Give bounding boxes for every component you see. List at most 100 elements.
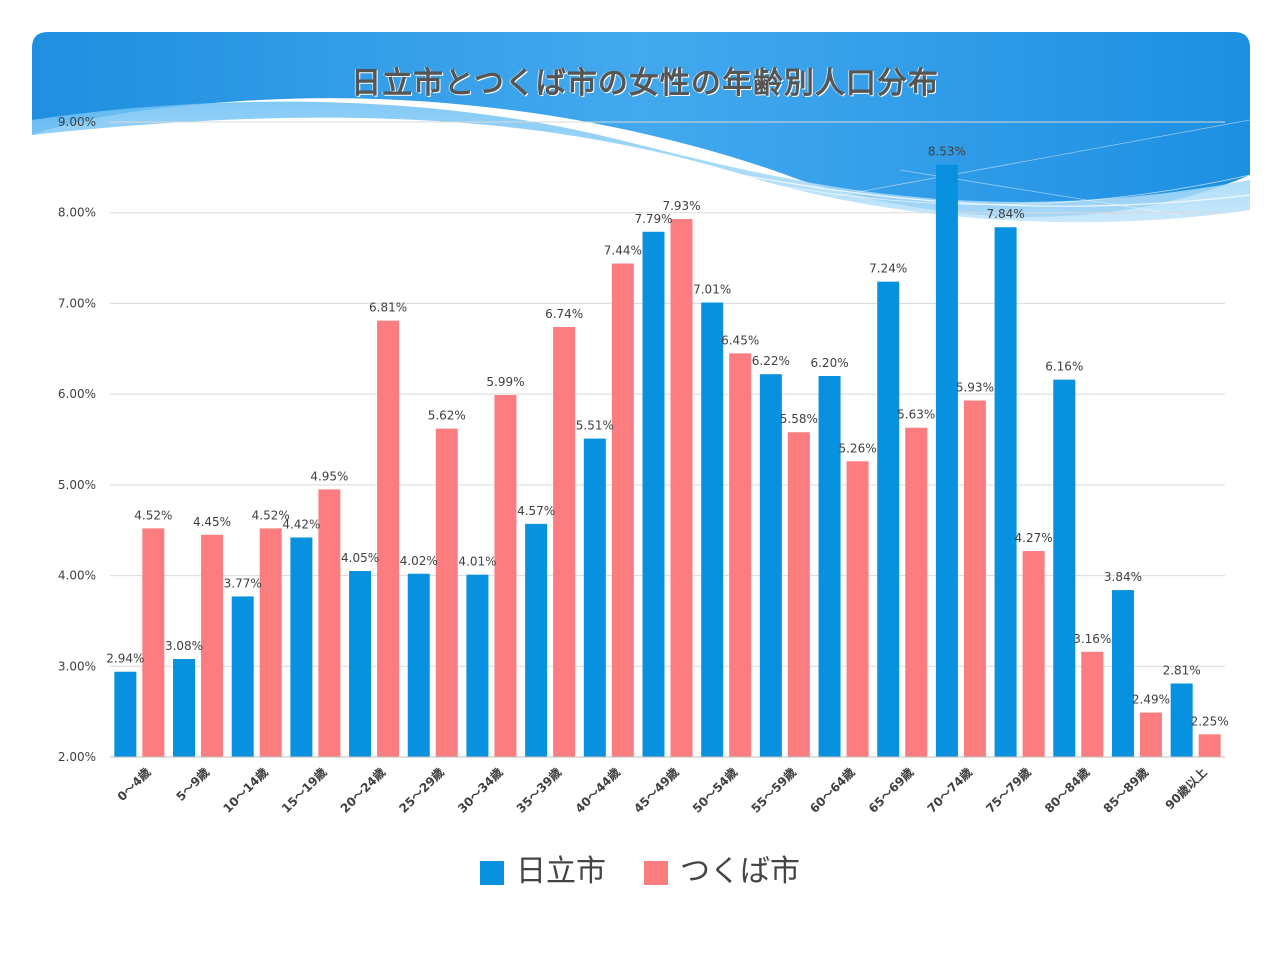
data-label-tsukuba: 4.52% — [252, 508, 290, 522]
bar-tsukuba — [1022, 551, 1045, 757]
x-tick-label: 70～74歳 — [924, 765, 975, 816]
x-tick-label: 40～44歳 — [572, 765, 623, 816]
bar-hitachi — [231, 596, 254, 757]
x-tick-label: 0～4歳 — [114, 765, 153, 804]
data-label-hitachi: 3.08% — [165, 639, 203, 653]
bar-hitachi — [407, 573, 430, 757]
chart-title: 日立市とつくば市の女性の年齢別人口分布 — [351, 66, 939, 101]
data-label-hitachi: 4.01% — [458, 555, 496, 569]
x-tick-label: 90歳以上 — [1162, 765, 1210, 813]
legend-item-hitachi: 日立市 — [480, 846, 606, 890]
bar-tsukuba — [201, 534, 224, 757]
legend: 日立市 つくば市 — [0, 846, 1280, 890]
bars — [114, 164, 1221, 758]
bar-hitachi — [877, 281, 900, 757]
x-tick-label: 50～54歳 — [689, 765, 740, 816]
data-label-hitachi: 7.24% — [869, 262, 907, 276]
grid-lines — [110, 121, 1225, 758]
x-tick-label: 25～29歳 — [396, 765, 447, 816]
data-label-hitachi: 5.51% — [576, 419, 614, 433]
y-tick-label: 2.00% — [58, 750, 96, 764]
x-tick-label: 65～69歳 — [865, 765, 916, 816]
bar-tsukuba — [259, 528, 282, 757]
bar-tsukuba — [963, 400, 986, 757]
x-axis: 0～4歳 5～9歳 10～14歳 15～19歳 20～24歳 25～29歳 30～34歳 35… — [110, 756, 1225, 816]
bar-tsukuba — [1081, 651, 1104, 757]
legend-label-tsukuba: つくば市 — [680, 854, 800, 889]
bar-hitachi — [525, 523, 548, 757]
bar-hitachi — [466, 574, 489, 757]
bar-hitachi — [642, 231, 665, 757]
bar-hitachi — [173, 659, 196, 757]
bar-tsukuba — [377, 320, 400, 757]
legend-label-hitachi: 日立市 — [516, 854, 606, 889]
legend-swatch-tsukuba — [644, 861, 668, 885]
y-tick-label: 7.00% — [58, 296, 96, 310]
data-label-hitachi: 7.01% — [693, 283, 731, 297]
data-label-hitachi: 6.20% — [810, 356, 848, 370]
x-tick-label: 60～64歳 — [806, 765, 857, 816]
data-label-tsukuba: 5.93% — [956, 380, 994, 394]
bar-tsukuba — [670, 219, 693, 758]
bar-hitachi — [349, 571, 372, 757]
data-label-tsukuba: 5.26% — [838, 441, 876, 455]
bar-tsukuba — [142, 528, 165, 757]
data-label-tsukuba: 7.44% — [604, 244, 642, 258]
bar-hitachi — [1111, 590, 1134, 757]
bar-tsukuba — [553, 327, 576, 757]
x-tick-label: 75～79歳 — [983, 765, 1034, 816]
y-tick-label: 3.00% — [58, 659, 96, 673]
data-label-hitachi: 3.77% — [224, 576, 262, 590]
bar-hitachi — [759, 374, 782, 757]
data-label-tsukuba: 5.58% — [780, 412, 818, 426]
data-label-tsukuba: 2.25% — [1191, 714, 1229, 728]
bar-tsukuba — [611, 263, 634, 757]
data-label-hitachi: 4.02% — [400, 554, 438, 568]
data-label-tsukuba: 6.45% — [721, 333, 759, 347]
data-label-tsukuba: 5.99% — [486, 375, 524, 389]
bar-tsukuba — [318, 489, 341, 757]
x-tick-label: 10～14歳 — [220, 765, 271, 816]
y-tick-label: 6.00% — [58, 387, 96, 401]
y-tick-label: 8.00% — [58, 206, 96, 220]
bar-hitachi — [114, 671, 137, 757]
y-tick-label: 5.00% — [58, 478, 96, 492]
data-label-tsukuba: 3.16% — [1073, 632, 1111, 646]
legend-item-tsukuba: つくば市 — [644, 846, 800, 890]
bar-tsukuba — [435, 428, 458, 757]
bar-tsukuba — [729, 353, 752, 757]
data-label-tsukuba: 2.49% — [1132, 693, 1170, 707]
x-tick-label: 85～89歳 — [1100, 765, 1151, 816]
bar-tsukuba — [1198, 734, 1221, 757]
data-label-hitachi: 8.53% — [928, 145, 966, 159]
bar-hitachi — [701, 302, 724, 757]
data-label-tsukuba: 6.81% — [369, 301, 407, 315]
data-label-hitachi: 7.84% — [987, 207, 1025, 221]
bar-hitachi — [1053, 379, 1076, 757]
y-axis: 2.00% 3.00% 4.00% 5.00% 6.00% 7.00% 8.00% 9.00% — [58, 115, 96, 764]
data-label-hitachi: 2.94% — [106, 652, 144, 666]
data-labels: 2.94%4.52%3.08%4.45%3.77%4.52%4.42%4.95%… — [106, 145, 1228, 729]
data-label-tsukuba: 4.95% — [310, 469, 348, 483]
data-label-tsukuba: 4.52% — [134, 508, 172, 522]
data-label-tsukuba: 5.62% — [428, 409, 466, 423]
bar-tsukuba — [787, 432, 810, 757]
data-label-tsukuba: 4.27% — [1015, 531, 1053, 545]
data-label-tsukuba: 6.74% — [545, 307, 583, 321]
data-label-hitachi: 6.16% — [1045, 360, 1083, 374]
bar-hitachi — [290, 537, 313, 757]
x-tick-label: 45～49歳 — [630, 765, 681, 816]
legend-swatch-hitachi — [480, 861, 504, 885]
data-label-hitachi: 4.05% — [341, 551, 379, 565]
data-label-hitachi: 4.42% — [282, 517, 320, 531]
data-label-hitachi: 6.22% — [752, 354, 790, 368]
bar-hitachi — [1170, 683, 1193, 757]
x-tick-label: 5～9歳 — [173, 765, 212, 804]
data-label-hitachi: 4.57% — [517, 504, 555, 518]
x-tick-label: 35～39歳 — [513, 765, 564, 816]
data-label-tsukuba: 4.45% — [193, 515, 231, 529]
bar-hitachi — [994, 227, 1017, 757]
data-label-tsukuba: 5.63% — [897, 408, 935, 422]
bar-hitachi — [583, 438, 606, 757]
